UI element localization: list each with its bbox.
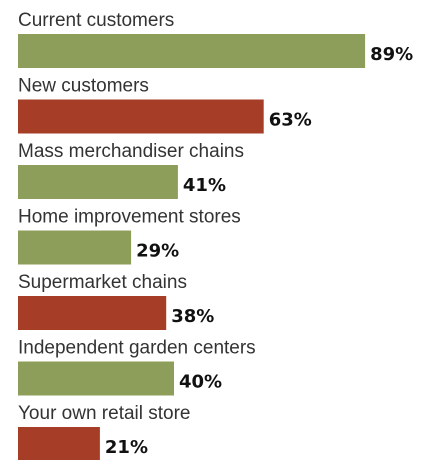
bar-your-own-retail-store xyxy=(18,427,100,460)
bar-supermarket-chains xyxy=(18,296,167,330)
category-label-new-customers: New customers xyxy=(18,76,149,97)
bar-mass-merchandiser-chains xyxy=(18,165,178,199)
category-label-independent-garden-centers: Independent garden centers xyxy=(18,338,256,359)
bar-independent-garden-centers xyxy=(18,361,174,396)
category-label-current-customers: Current customers xyxy=(18,10,174,31)
category-label-your-own-retail-store: Your own retail store xyxy=(18,403,191,424)
bar-home-improvement-stores xyxy=(18,230,132,265)
value-label-mass-merchandiser-chains: 41% xyxy=(183,175,226,196)
category-label-supermarket-chains: Supermarket chains xyxy=(18,272,187,293)
category-label-home-improvement-stores: Home improvement stores xyxy=(18,207,241,228)
value-label-independent-garden-centers: 40% xyxy=(179,372,222,393)
bar-current-customers xyxy=(18,34,366,68)
value-label-new-customers: 63% xyxy=(269,110,312,131)
value-label-home-improvement-stores: 29% xyxy=(136,241,179,262)
value-label-your-own-retail-store: 21% xyxy=(105,437,148,458)
value-label-supermarket-chains: 38% xyxy=(171,306,214,327)
bar-new-customers xyxy=(18,99,264,134)
category-label-mass-merchandiser-chains: Mass merchandiser chains xyxy=(18,141,244,162)
value-label-current-customers: 89% xyxy=(370,44,413,65)
